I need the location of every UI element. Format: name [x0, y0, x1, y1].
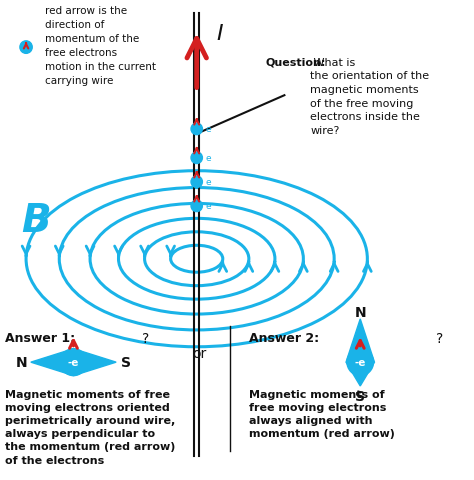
- Circle shape: [191, 153, 202, 164]
- Text: -e: -e: [68, 358, 79, 367]
- Circle shape: [347, 349, 374, 376]
- Text: S: S: [355, 389, 365, 403]
- Text: S: S: [120, 355, 131, 370]
- Text: What is
the orientation of the
magnetic moments
of the free moving
electrons ins: What is the orientation of the magnetic …: [310, 58, 429, 135]
- Text: N: N: [16, 355, 27, 370]
- Circle shape: [191, 124, 202, 135]
- Text: e: e: [205, 202, 211, 211]
- Text: N: N: [355, 305, 366, 319]
- Text: B: B: [21, 202, 51, 240]
- Text: Magnetic moments of free
moving electrons oriented
perimetrically around wire,
a: Magnetic moments of free moving electron…: [5, 389, 175, 465]
- Text: Answer 1:: Answer 1:: [5, 331, 75, 344]
- Text: red arrow is the
direction of
momentum of the
free electrons
motion in the curre: red arrow is the direction of momentum o…: [45, 6, 156, 85]
- Polygon shape: [31, 349, 116, 376]
- Text: ?: ?: [142, 331, 149, 345]
- Text: or: or: [192, 346, 206, 360]
- Text: -e: -e: [355, 358, 366, 367]
- Text: Question:: Question:: [265, 58, 326, 68]
- Text: Magnetic moments of
free moving electrons
always aligned with
momentum (red arro: Magnetic moments of free moving electron…: [249, 389, 395, 438]
- Text: e: e: [205, 125, 211, 134]
- Text: e: e: [205, 178, 211, 187]
- Circle shape: [191, 201, 202, 212]
- Text: Answer 2:: Answer 2:: [249, 331, 319, 344]
- Text: e: e: [205, 154, 211, 163]
- Circle shape: [191, 177, 202, 188]
- Text: ?: ?: [436, 331, 443, 345]
- Circle shape: [20, 42, 32, 54]
- Text: $\mathit{I}$: $\mathit{I}$: [216, 24, 224, 44]
- Polygon shape: [346, 319, 374, 386]
- Circle shape: [60, 349, 87, 376]
